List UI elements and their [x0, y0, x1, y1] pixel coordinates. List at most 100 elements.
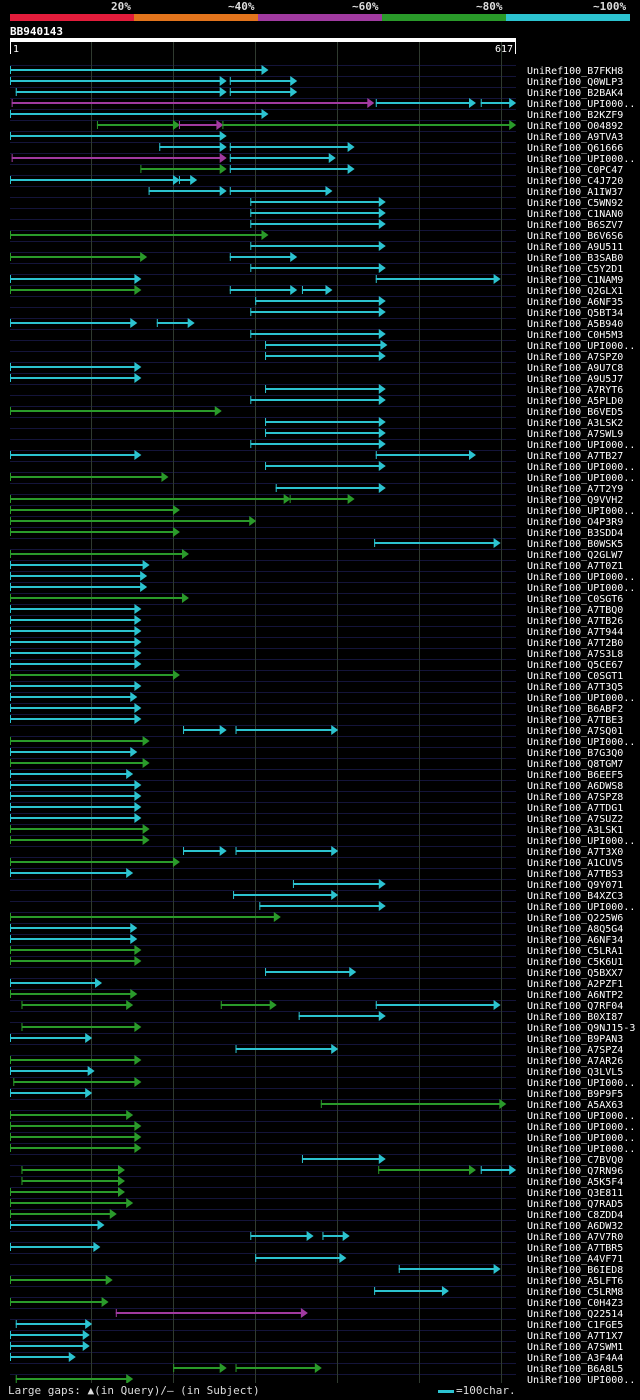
hit-label: UniRef100_C5LRM8 [527, 1287, 623, 1298]
hit-label: UniRef100_A5B940 [527, 319, 623, 330]
alignment-arrowhead [214, 406, 222, 416]
hit-label: UniRef100_B6IED8 [527, 1265, 623, 1276]
scale-bar-icon [438, 1389, 454, 1393]
alignment-arrowhead [126, 868, 134, 878]
alignment-arrowhead [130, 692, 138, 702]
hit-label: UniRef100_Q5CE67 [527, 660, 623, 671]
alignment-arrowhead [378, 263, 386, 273]
hit-label: UniRef100_B2KZF9 [527, 110, 623, 121]
alignment-arrowhead [378, 329, 386, 339]
hit-label: UniRef100_A7SQ01 [527, 726, 623, 737]
alignment-arrowhead [378, 307, 386, 317]
hit-label: UniRef100_UPI000.. [527, 737, 635, 748]
hit-label: UniRef100_A7TB27 [527, 451, 623, 462]
alignment-arrowhead [117, 1187, 125, 1197]
alignment-arrowhead [290, 252, 298, 262]
hit-label: UniRef100_A7SWM1 [527, 1342, 623, 1353]
hit-label: UniRef100_Q22514 [527, 1309, 623, 1320]
alignment-arrowhead [219, 1363, 227, 1373]
alignment-arrowhead [105, 1275, 113, 1285]
alignment-arrowhead [134, 945, 142, 955]
alignment-arrowhead [347, 164, 355, 174]
hit-label: UniRef100_B2BAK4 [527, 88, 623, 99]
legend-color-3 [258, 14, 382, 21]
hit-label: UniRef100_UPI000.. [527, 1122, 635, 1133]
alignment-arrowhead [493, 1000, 501, 1010]
hit-label: UniRef100_A3LSK2 [527, 418, 623, 429]
hit-label: UniRef100_B7G3Q0 [527, 748, 623, 759]
legend-label-3: ~60% [352, 0, 379, 13]
alignment-arrowhead [219, 153, 227, 163]
hit-label: UniRef100_UPI000.. [527, 99, 635, 110]
alignment-arrowhead [378, 395, 386, 405]
alignment-arrowhead [181, 593, 189, 603]
hit-label: UniRef100_A7S3L8 [527, 649, 623, 660]
alignment-arrowhead [101, 1297, 109, 1307]
axis-start-label: 1 [13, 44, 19, 55]
legend-color-5 [506, 14, 630, 21]
alignment-arrowhead [290, 87, 298, 97]
hit-label: UniRef100_A9U511 [527, 242, 623, 253]
hit-label: UniRef100_A1IW37 [527, 187, 623, 198]
hit-label: UniRef100_UPI000.. [527, 341, 635, 352]
alignment-arrowhead [349, 967, 357, 977]
legend-label-4: ~80% [476, 0, 503, 13]
hit-label: UniRef100_A6NTP2 [527, 990, 623, 1001]
alignment-arrowhead [172, 527, 180, 537]
hit-label: UniRef100_A6NF34 [527, 935, 623, 946]
hit-label: UniRef100_Q5BT34 [527, 308, 623, 319]
hit-label: UniRef100_UPI000.. [527, 836, 635, 847]
alignment-arrowhead [219, 76, 227, 86]
alignment-arrowhead [380, 340, 388, 350]
alignment-arrowhead [331, 890, 339, 900]
hit-label: UniRef100_B6V6S6 [527, 231, 623, 242]
hit-label: UniRef100_C5WN92 [527, 198, 623, 209]
scale-label: =100char. [456, 1384, 516, 1397]
hit-label: UniRef100_A7SWL9 [527, 429, 623, 440]
alignment-arrowhead [140, 582, 148, 592]
alignment-arrowhead [134, 1022, 142, 1032]
alignment-arrowhead [172, 857, 180, 867]
alignment-arrowhead [134, 681, 142, 691]
hit-label: UniRef100_B6VED5 [527, 407, 623, 418]
hit-label: UniRef100_UPI000.. [527, 506, 635, 517]
hit-label: UniRef100_A7TBQ0 [527, 605, 623, 616]
hit-label: UniRef100_B9PAN3 [527, 1034, 623, 1045]
alignment-arrowhead [290, 76, 298, 86]
hit-label: UniRef100_A7T2B0 [527, 638, 623, 649]
alignment-arrowhead [378, 384, 386, 394]
hit-label: UniRef100_UPI000.. [527, 1144, 635, 1155]
alignment-arrowhead [378, 483, 386, 493]
hit-label: UniRef100_A7TDG1 [527, 803, 623, 814]
alignment-arrowhead [342, 1231, 350, 1241]
hit-label: UniRef100_C1FGE5 [527, 1320, 623, 1331]
alignment-arrowhead [134, 615, 142, 625]
alignment-arrowhead [378, 1154, 386, 1164]
alignment-arrowhead [273, 912, 281, 922]
hit-label: UniRef100_C1NAN0 [527, 209, 623, 220]
hit-label: UniRef100_A7T1X7 [527, 1331, 623, 1342]
alignment-arrowhead [68, 1352, 76, 1362]
alignment-arrowhead [261, 109, 269, 119]
alignment-arrowhead [325, 285, 333, 295]
alignment-arrowhead [328, 153, 336, 163]
alignment-arrowhead [134, 274, 142, 284]
hit-label: UniRef100_C4J720 [527, 176, 623, 187]
hit-label: UniRef100_A5LFT6 [527, 1276, 623, 1287]
alignment-arrowhead [134, 1143, 142, 1153]
alignment-arrowhead [142, 736, 150, 746]
hit-label: UniRef100_B3SDD4 [527, 528, 623, 539]
hit-label: UniRef100_C0SGT1 [527, 671, 623, 682]
hit-label: UniRef100_Q3E811 [527, 1188, 623, 1199]
alignment-arrowhead [314, 1363, 322, 1373]
hit-label: UniRef100_Q9Y071 [527, 880, 623, 891]
hit-label: UniRef100_Q8TGM7 [527, 759, 623, 770]
hit-label: UniRef100_UPI000.. [527, 440, 635, 451]
alignment-arrowhead [134, 791, 142, 801]
hit-label: UniRef100_C1NAM9 [527, 275, 623, 286]
hit-label: UniRef100_B6ABF2 [527, 704, 623, 715]
alignment-arrowhead [134, 637, 142, 647]
hit-label: UniRef100_A7TBE3 [527, 715, 623, 726]
alignment-arrowhead [134, 648, 142, 658]
hit-label: UniRef100_C0SGT6 [527, 594, 623, 605]
